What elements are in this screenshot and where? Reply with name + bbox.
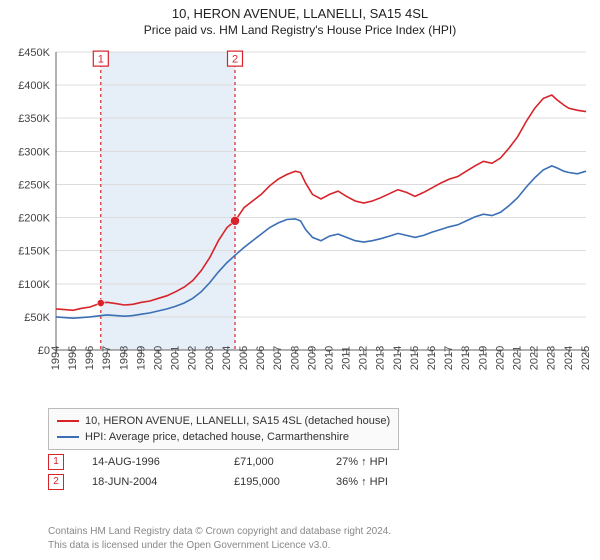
svg-text:2009: 2009 xyxy=(306,346,318,370)
svg-text:2006: 2006 xyxy=(255,346,267,370)
event-hpi-delta: 36% ↑ HPI xyxy=(336,476,446,488)
event-date: 14-AUG-1996 xyxy=(92,456,222,468)
line-chart: £0 £50K £100K £150K £200K £250K £300K £350K £400… xyxy=(8,42,592,400)
svg-text:2007: 2007 xyxy=(272,346,284,370)
page-root: 10, HERON AVENUE, LLANELLI, SA15 4SL Pri… xyxy=(0,0,600,560)
svg-text:2017: 2017 xyxy=(443,346,455,370)
svg-text:2012: 2012 xyxy=(358,346,370,370)
svg-text:£0: £0 xyxy=(38,345,50,357)
footer-line-1: Contains HM Land Registry data © Crown c… xyxy=(48,525,391,539)
svg-text:2013: 2013 xyxy=(375,346,387,370)
event-marker-icon: 1 xyxy=(48,454,64,470)
legend-item: 10, HERON AVENUE, LLANELLI, SA15 4SL (de… xyxy=(57,413,390,429)
svg-text:2000: 2000 xyxy=(152,346,164,370)
svg-text:1999: 1999 xyxy=(135,346,147,370)
svg-text:2015: 2015 xyxy=(409,346,421,370)
svg-text:2014: 2014 xyxy=(392,346,404,370)
event-row: 2 18-JUN-2004 £195,000 36% ↑ HPI xyxy=(48,472,446,492)
svg-text:2021: 2021 xyxy=(512,346,524,370)
svg-text:2025: 2025 xyxy=(580,346,592,370)
svg-text:1997: 1997 xyxy=(101,346,113,370)
svg-text:1: 1 xyxy=(98,54,104,66)
title-sub: Price paid vs. HM Land Registry's House … xyxy=(0,23,600,37)
legend-swatch xyxy=(57,420,79,422)
svg-text:2003: 2003 xyxy=(204,346,216,370)
legend-swatch xyxy=(57,436,79,438)
svg-text:£300K: £300K xyxy=(18,146,50,158)
svg-text:2001: 2001 xyxy=(170,346,182,370)
svg-text:2019: 2019 xyxy=(477,346,489,370)
svg-text:2002: 2002 xyxy=(187,346,199,370)
event-date: 18-JUN-2004 xyxy=(92,476,222,488)
legend: 10, HERON AVENUE, LLANELLI, SA15 4SL (de… xyxy=(48,408,399,450)
footer-attribution: Contains HM Land Registry data © Crown c… xyxy=(48,525,391,552)
event-row: 1 14-AUG-1996 £71,000 27% ↑ HPI xyxy=(48,452,446,472)
svg-text:£450K: £450K xyxy=(18,47,50,59)
svg-text:2023: 2023 xyxy=(546,346,558,370)
svg-text:2022: 2022 xyxy=(529,346,541,370)
event-hpi-delta: 27% ↑ HPI xyxy=(336,456,446,468)
svg-text:2004: 2004 xyxy=(221,346,233,370)
svg-text:£400K: £400K xyxy=(18,80,50,92)
svg-text:1995: 1995 xyxy=(67,346,79,370)
svg-text:£150K: £150K xyxy=(18,246,50,258)
svg-text:2008: 2008 xyxy=(289,346,301,370)
svg-text:2016: 2016 xyxy=(426,346,438,370)
svg-text:2: 2 xyxy=(232,54,238,66)
svg-text:2010: 2010 xyxy=(323,346,335,370)
event-marker-icon: 2 xyxy=(48,474,64,490)
chart-area: £0 £50K £100K £150K £200K £250K £300K £350K £400… xyxy=(8,42,592,400)
footer-line-2: This data is licensed under the Open Gov… xyxy=(48,539,391,553)
svg-text:£250K: £250K xyxy=(18,179,50,191)
svg-text:2018: 2018 xyxy=(460,346,472,370)
svg-text:£50K: £50K xyxy=(24,312,50,324)
svg-text:1996: 1996 xyxy=(84,346,96,370)
svg-text:2024: 2024 xyxy=(563,346,575,370)
legend-label: HPI: Average price, detached house, Carm… xyxy=(85,431,349,443)
svg-text:£100K: £100K xyxy=(18,279,50,291)
title-main: 10, HERON AVENUE, LLANELLI, SA15 4SL xyxy=(0,6,600,21)
svg-text:2020: 2020 xyxy=(494,346,506,370)
legend-item: HPI: Average price, detached house, Carm… xyxy=(57,429,390,445)
event-list: 1 14-AUG-1996 £71,000 27% ↑ HPI 2 18-JUN-2004… xyxy=(48,452,446,492)
legend-label: 10, HERON AVENUE, LLANELLI, SA15 4SL (de… xyxy=(85,415,390,427)
event-price: £195,000 xyxy=(234,476,324,488)
svg-text:2005: 2005 xyxy=(238,346,250,370)
svg-text:£350K: £350K xyxy=(18,113,50,125)
svg-text:1998: 1998 xyxy=(118,346,130,370)
svg-text:£200K: £200K xyxy=(18,213,50,225)
chart-titles: 10, HERON AVENUE, LLANELLI, SA15 4SL Pri… xyxy=(0,0,600,37)
event-price: £71,000 xyxy=(234,456,324,468)
